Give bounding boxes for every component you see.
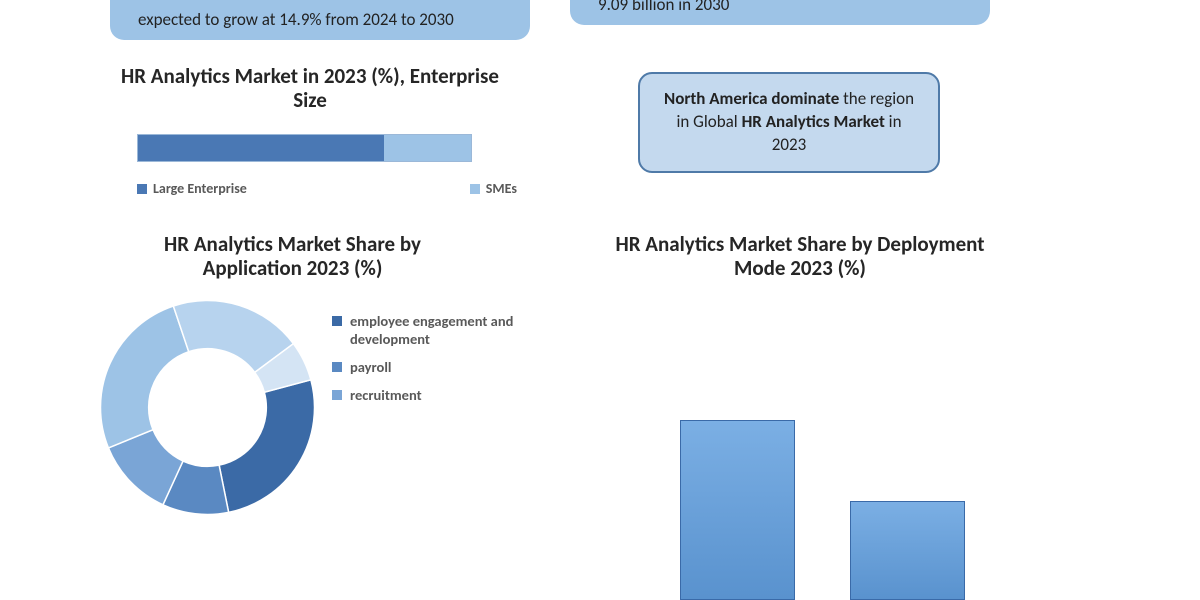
legend-swatch [332,362,342,372]
application-donut-chart [100,300,315,515]
growth-rate-box: expected to grow at 14.9% from 2024 to 2… [110,0,530,40]
enterprise-stacked-bar [137,134,472,162]
enterprise-segment [384,135,471,161]
enterprise-chart-title: HR Analytics Market in 2023 (%), Enterpr… [110,64,510,112]
legend-swatch [137,184,147,194]
application-legend: employee engagement and development payro… [332,312,525,415]
legend-item: Large Enterprise [137,180,247,197]
legend-label: Large Enterprise [153,180,247,197]
legend-swatch [332,316,342,326]
application-chart-title: HR Analytics Market Share by Application… [115,232,470,280]
deployment-bar-chart [640,310,980,600]
deployment-chart-title: HR Analytics Market Share by Deployment … [615,232,985,280]
legend-swatch [332,390,342,400]
deployment-bar [680,420,795,600]
legend-item: recruitment [332,386,525,404]
market-value-text: 9.09 billion in 2030 [598,0,962,17]
legend-swatch [470,184,480,194]
deployment-bar [850,501,965,600]
enterprise-segment [138,135,384,161]
growth-rate-text: expected to grow at 14.9% from 2024 to 2… [138,9,502,32]
legend-label: SMEs [486,180,517,197]
legend-item: employee engagement and development [332,312,525,348]
legend-label: payroll [350,358,391,376]
legend-label: employee engagement and development [350,312,525,348]
donut-slice [101,306,189,448]
region-callout: North America dominate the region in Glo… [638,72,940,173]
donut-slice [219,380,314,513]
enterprise-legend: Large Enterprise SMEs [137,180,517,197]
market-value-box: 9.09 billion in 2030 [570,0,990,25]
legend-item: payroll [332,358,525,376]
legend-label: recruitment [350,386,422,404]
legend-item: SMEs [470,180,517,197]
